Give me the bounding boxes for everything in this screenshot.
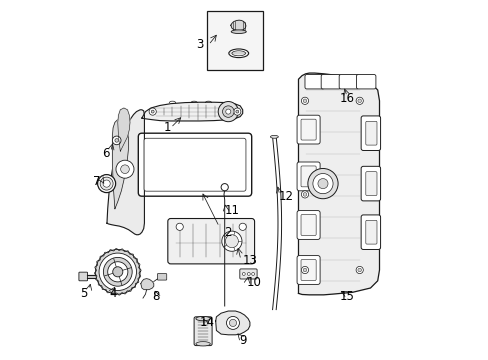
FancyBboxPatch shape	[365, 172, 376, 195]
FancyBboxPatch shape	[167, 219, 254, 264]
Circle shape	[100, 177, 113, 190]
Text: 3: 3	[195, 39, 203, 51]
FancyBboxPatch shape	[194, 317, 212, 346]
Circle shape	[251, 273, 254, 275]
Ellipse shape	[270, 135, 278, 138]
FancyBboxPatch shape	[157, 274, 166, 280]
Text: 14: 14	[199, 316, 214, 329]
Circle shape	[247, 273, 250, 275]
FancyBboxPatch shape	[296, 162, 320, 191]
FancyBboxPatch shape	[301, 215, 316, 235]
Circle shape	[95, 249, 140, 294]
FancyBboxPatch shape	[356, 75, 375, 89]
FancyBboxPatch shape	[144, 138, 245, 191]
Circle shape	[357, 99, 361, 103]
Polygon shape	[112, 120, 128, 209]
Circle shape	[235, 110, 238, 113]
FancyBboxPatch shape	[239, 269, 257, 279]
FancyBboxPatch shape	[339, 75, 358, 89]
Circle shape	[113, 267, 122, 277]
Polygon shape	[107, 110, 144, 235]
FancyBboxPatch shape	[296, 256, 320, 284]
Circle shape	[151, 110, 154, 113]
Circle shape	[303, 99, 306, 103]
Circle shape	[307, 168, 337, 199]
FancyBboxPatch shape	[79, 272, 87, 281]
Circle shape	[221, 184, 228, 191]
Text: 15: 15	[339, 291, 354, 303]
Circle shape	[355, 266, 363, 274]
Circle shape	[176, 223, 183, 230]
FancyBboxPatch shape	[301, 260, 316, 280]
FancyBboxPatch shape	[301, 166, 316, 187]
Circle shape	[222, 106, 234, 117]
Text: 6: 6	[102, 147, 109, 159]
Text: 4: 4	[109, 287, 117, 300]
Circle shape	[99, 253, 136, 291]
Polygon shape	[298, 73, 379, 295]
Polygon shape	[142, 102, 242, 121]
Circle shape	[233, 108, 241, 115]
Circle shape	[115, 139, 118, 142]
Circle shape	[121, 165, 129, 174]
Circle shape	[301, 266, 308, 274]
Text: 2: 2	[224, 226, 232, 239]
Circle shape	[98, 175, 115, 193]
Polygon shape	[230, 20, 245, 31]
FancyBboxPatch shape	[321, 75, 340, 89]
FancyBboxPatch shape	[365, 121, 376, 145]
Circle shape	[303, 268, 306, 272]
Text: 1: 1	[163, 121, 170, 134]
Circle shape	[116, 160, 134, 178]
Circle shape	[149, 108, 156, 115]
Text: 5: 5	[81, 287, 88, 300]
Circle shape	[107, 262, 127, 282]
Circle shape	[226, 316, 239, 329]
Circle shape	[301, 97, 308, 104]
Circle shape	[303, 193, 306, 196]
FancyBboxPatch shape	[305, 75, 324, 89]
Circle shape	[317, 179, 327, 189]
Text: 8: 8	[152, 291, 160, 303]
Ellipse shape	[196, 342, 210, 346]
Circle shape	[355, 97, 363, 104]
FancyBboxPatch shape	[296, 115, 320, 144]
Text: 11: 11	[224, 204, 239, 217]
Text: 13: 13	[242, 255, 257, 267]
Text: 10: 10	[246, 276, 261, 289]
Circle shape	[301, 191, 308, 198]
FancyBboxPatch shape	[361, 215, 380, 249]
Circle shape	[103, 180, 110, 187]
Bar	[206, 11, 262, 70]
Polygon shape	[141, 279, 153, 290]
Circle shape	[242, 273, 244, 275]
Polygon shape	[118, 108, 130, 151]
FancyBboxPatch shape	[361, 166, 380, 201]
Circle shape	[112, 136, 121, 145]
Ellipse shape	[231, 30, 246, 33]
Text: 9: 9	[239, 334, 246, 347]
Circle shape	[312, 174, 332, 194]
Ellipse shape	[228, 49, 248, 58]
Circle shape	[222, 231, 242, 251]
FancyBboxPatch shape	[365, 220, 376, 244]
Text: 7: 7	[93, 175, 101, 188]
FancyBboxPatch shape	[361, 116, 380, 150]
FancyBboxPatch shape	[296, 211, 320, 239]
Circle shape	[225, 235, 238, 248]
Text: 12: 12	[278, 190, 293, 203]
Circle shape	[229, 319, 236, 327]
Circle shape	[103, 257, 132, 286]
Circle shape	[218, 102, 238, 122]
Circle shape	[357, 268, 361, 272]
FancyBboxPatch shape	[301, 119, 316, 140]
Circle shape	[239, 223, 246, 230]
Ellipse shape	[196, 316, 210, 321]
Text: 16: 16	[339, 93, 354, 105]
Polygon shape	[215, 311, 249, 335]
FancyBboxPatch shape	[138, 133, 251, 196]
Circle shape	[225, 109, 230, 114]
Ellipse shape	[231, 51, 245, 56]
